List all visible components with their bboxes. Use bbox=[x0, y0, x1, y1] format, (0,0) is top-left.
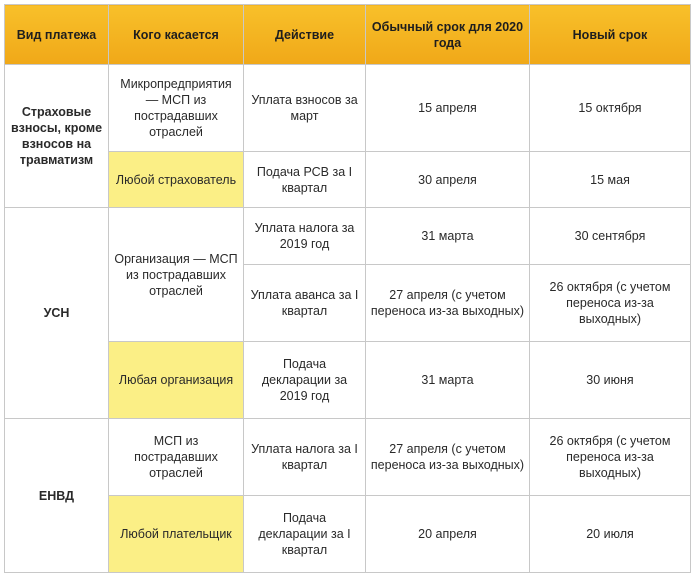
usual-deadline-cell: 31 марта bbox=[365, 341, 530, 419]
action-cell: Уплата налога за I квартал bbox=[243, 418, 366, 496]
new-deadline-cell: 26 октября (с учетом переноса из-за выхо… bbox=[529, 418, 691, 496]
group-insurance: Страховые взносы, кроме взносов на травм… bbox=[4, 64, 109, 208]
table-row: УСН Организация — МСП из пострадавших от… bbox=[4, 207, 691, 419]
applies-to-cell: Любая организация bbox=[108, 341, 244, 419]
header-action: Действие bbox=[243, 4, 366, 65]
header-applies-to: Кого касается bbox=[108, 4, 244, 65]
header-usual-deadline: Обычный срок для 2020 года bbox=[365, 4, 530, 65]
action-cell: Подача РСВ за I квартал bbox=[243, 151, 366, 208]
table-row: Страховые взносы, кроме взносов на травм… bbox=[4, 64, 691, 208]
group-usn: УСН bbox=[4, 207, 109, 419]
new-deadline-cell: 30 сентября bbox=[529, 207, 691, 265]
new-deadline-cell: 20 июля bbox=[529, 495, 691, 573]
table-row: Любой страхователь Подача РСВ за I кварт… bbox=[5, 151, 691, 208]
table-row: Любая организация Подача декларации за 2… bbox=[5, 341, 691, 419]
new-deadline-cell: 15 мая bbox=[529, 151, 691, 208]
action-cell: Уплата взносов за март bbox=[243, 64, 366, 152]
action-cell: Подача декларации за I квартал bbox=[243, 495, 366, 573]
usual-deadline-cell: 27 апреля (с учетом переноса из-за выход… bbox=[365, 418, 530, 496]
table-row: Любой плательщик Подача декларации за I … bbox=[5, 495, 691, 573]
usual-deadline-cell: 30 апреля bbox=[365, 151, 530, 208]
group-envd: ЕНВД bbox=[4, 418, 109, 573]
applies-to-cell: Микропредприятия — МСП из пострадавших о… bbox=[108, 64, 244, 152]
new-deadline-cell: 26 октября (с учетом переноса из-за выхо… bbox=[529, 264, 691, 342]
usual-deadline-cell: 20 апреля bbox=[365, 495, 530, 573]
usual-deadline-cell: 31 марта bbox=[365, 207, 530, 265]
action-cell: Подача декларации за 2019 год bbox=[243, 341, 366, 419]
applies-to-cell: Организация — МСП из пострадавших отрасл… bbox=[108, 207, 244, 342]
applies-to-cell: МСП из пострадавших отраслей bbox=[108, 418, 244, 496]
usual-deadline-cell: 15 апреля bbox=[365, 64, 530, 152]
applies-to-cell: Любой плательщик bbox=[108, 495, 244, 573]
header-new-deadline: Новый срок bbox=[529, 4, 691, 65]
new-deadline-cell: 30 июня bbox=[529, 341, 691, 419]
header-payment-type: Вид платежа bbox=[4, 4, 109, 65]
action-cell: Уплата аванса за I квартал bbox=[243, 264, 366, 342]
table-row: Уплата аванса за I квартал 27 апреля (с … bbox=[5, 264, 691, 342]
usual-deadline-cell: 27 апреля (с учетом переноса из-за выход… bbox=[365, 264, 530, 342]
table-row: ЕНВД МСП из пострадавших отраслей Уплата… bbox=[4, 418, 691, 573]
new-deadline-cell: 15 октября bbox=[529, 64, 691, 152]
action-cell: Уплата налога за 2019 год bbox=[243, 207, 366, 265]
header-row: Вид платежа Кого касается Действие Обычн… bbox=[4, 4, 691, 65]
tax-deadlines-table: Вид платежа Кого касается Действие Обычн… bbox=[4, 4, 691, 573]
applies-to-cell: Любой страхователь bbox=[108, 151, 244, 208]
